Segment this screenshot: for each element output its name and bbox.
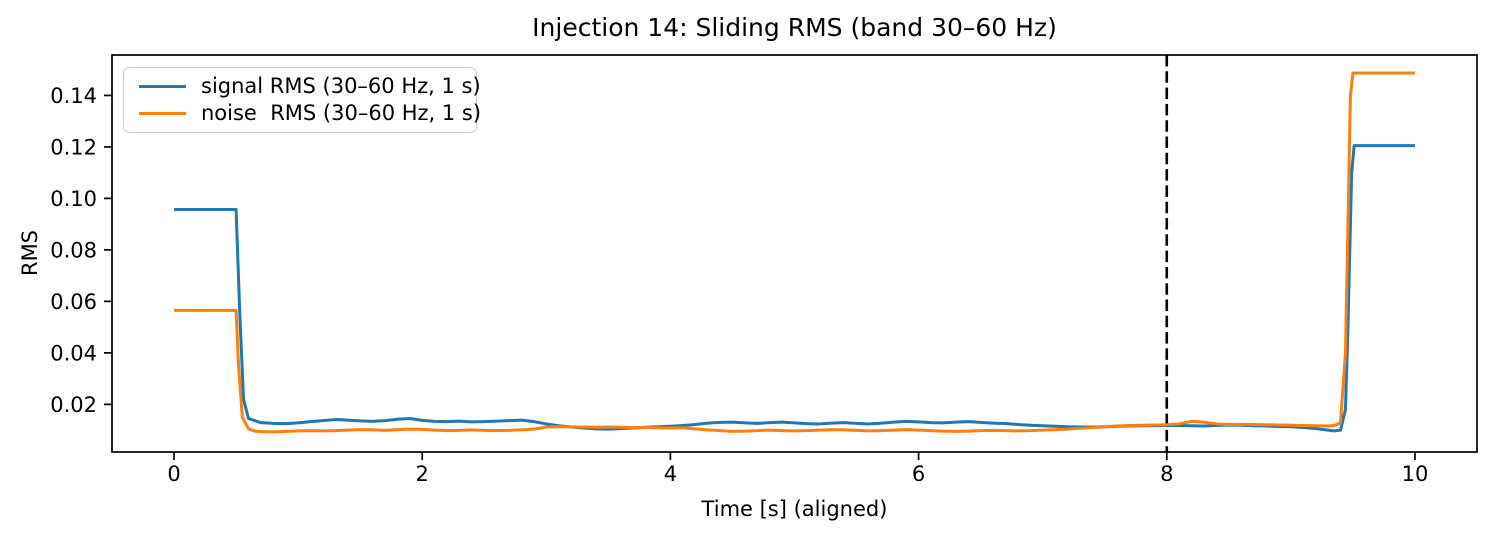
legend-line-swatch-noise <box>139 112 186 116</box>
chart-title: Injection 14: Sliding RMS (band 30–60 Hz… <box>532 13 1057 42</box>
y-axis-label: RMS <box>18 229 42 277</box>
x-axis-tick-label: 4 <box>664 462 677 486</box>
legend-line-swatch-signal <box>139 84 186 88</box>
y-axis-tick-label: 0.12 <box>50 135 97 159</box>
y-axis-tick-label: 0.14 <box>50 84 97 108</box>
legend-entry-noise: noise RMS (30–60 Hz, 1 s) <box>132 102 481 125</box>
y-axis-tick-label: 0.10 <box>50 187 97 211</box>
series-line-noise <box>174 71 1415 434</box>
series-line-signal <box>174 144 1415 433</box>
legend-label-noise: noise RMS (30–60 Hz, 1 s) <box>201 101 482 126</box>
x-axis-tick-label: 2 <box>416 462 429 486</box>
x-axis-tick-label: 0 <box>167 462 180 486</box>
x-axis-tick-label: 6 <box>912 462 925 486</box>
x-axis-label: Time [s] (aligned) <box>701 497 888 521</box>
x-axis-tick-label: 8 <box>1160 462 1173 486</box>
y-axis-tick-label: 0.02 <box>50 393 97 417</box>
y-axis-tick-label: 0.06 <box>50 290 97 314</box>
legend-label-signal: signal RMS (30–60 Hz, 1 s) <box>201 73 481 98</box>
legend: signal RMS (30–60 Hz, 1 s) noise RMS (30… <box>123 67 481 133</box>
legend-entry-signal: signal RMS (30–60 Hz, 1 s) <box>132 74 481 98</box>
y-axis-tick-label: 0.08 <box>50 238 97 262</box>
x-axis-tick-label: 10 <box>1402 462 1429 486</box>
y-axis-tick-label: 0.04 <box>50 341 97 365</box>
axes-spines <box>111 54 1478 453</box>
